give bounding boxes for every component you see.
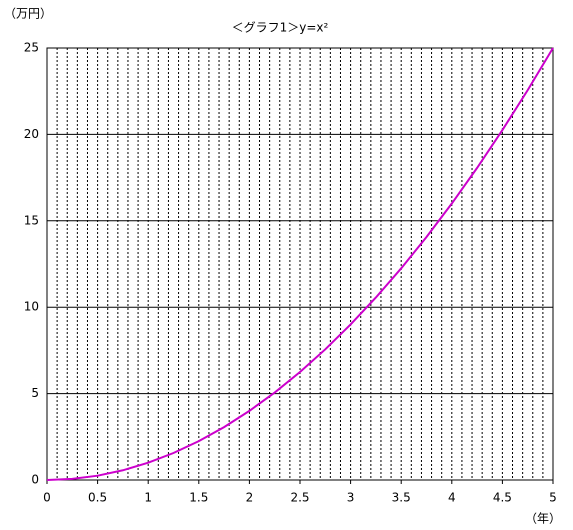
y-tick-label: 15 [24, 213, 39, 227]
data-line [46, 47, 554, 481]
x-axis-label: （年） [525, 512, 561, 526]
y-tick-label: 10 [24, 300, 39, 314]
x-tick-label: 2 [246, 491, 254, 505]
x-tick-label: 3.5 [392, 491, 411, 505]
y-tick-label: 20 [24, 127, 39, 141]
x-tick-label: 4.5 [493, 491, 512, 505]
x-tick-label: 1 [144, 491, 152, 505]
chart-title: ＜グラフ1＞y=x² [232, 21, 329, 35]
y-tick-label: 5 [31, 386, 39, 400]
x-tick-label: 0 [43, 491, 51, 505]
y-tick-label: 25 [24, 41, 39, 55]
y-axis-label: （万円） [4, 7, 52, 21]
x-tick-label: 2.5 [290, 491, 309, 505]
x-tick-label: 0.5 [88, 491, 107, 505]
x-tick-label: 4 [448, 491, 456, 505]
plot-border [46, 47, 554, 481]
x-tick-label: 1.5 [189, 491, 208, 505]
x-tick-label: 3 [347, 491, 355, 505]
x-tick-label: 5 [549, 491, 557, 505]
y-tick-label: 0 [31, 473, 39, 487]
